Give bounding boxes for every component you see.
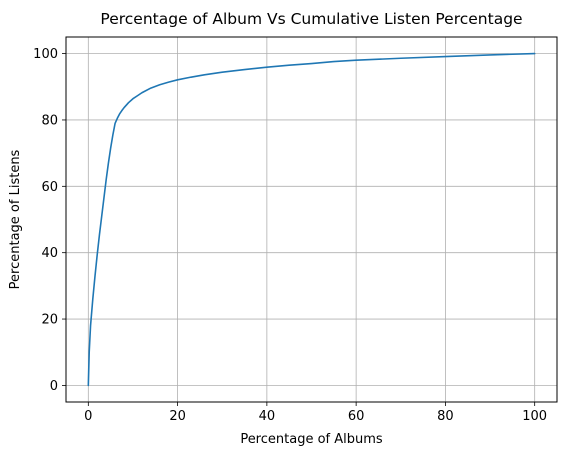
- y-tick-label: 60: [41, 180, 58, 195]
- y-tick-label: 100: [33, 47, 58, 62]
- y-tick-label: 80: [41, 113, 58, 128]
- plot-frame: [65, 36, 558, 403]
- x-tick-label: 20: [169, 409, 186, 424]
- y-axis-label: Percentage of Listens: [8, 149, 23, 289]
- x-axis-label: Percentage of Albums: [240, 432, 383, 447]
- y-tick-label: 0: [50, 379, 58, 394]
- series-layer: [87, 52, 536, 387]
- y-tick-label: 20: [41, 313, 58, 328]
- x-tick-label: 100: [522, 409, 547, 424]
- series-line: [87, 52, 536, 387]
- x-tick-label: 80: [437, 409, 454, 424]
- x-tick-label: 0: [84, 409, 92, 424]
- x-tick-label: 40: [259, 409, 276, 424]
- y-tick-label: 40: [41, 246, 58, 261]
- ticks: 0 20 40 60 80 100 0 20 40 60 80 100: [33, 47, 547, 424]
- grid: [66, 37, 557, 402]
- x-tick-label: 60: [348, 409, 365, 424]
- chart-title: Percentage of Album Vs Cumulative Listen…: [100, 10, 522, 28]
